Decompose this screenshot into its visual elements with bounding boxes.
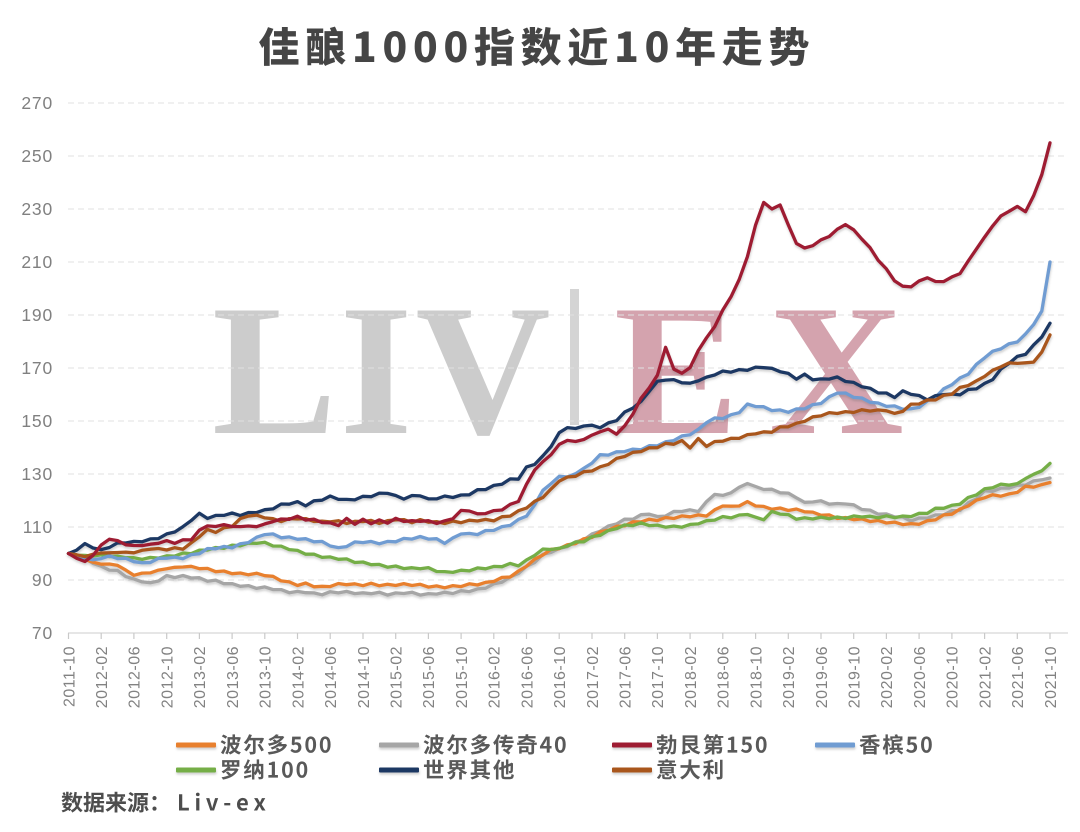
svg-text:2012-10: 2012-10: [160, 646, 177, 708]
svg-text:2017-02: 2017-02: [585, 646, 602, 708]
svg-text:2021-02: 2021-02: [977, 646, 994, 708]
svg-text:2019-02: 2019-02: [781, 646, 798, 708]
svg-text:2013-10: 2013-10: [258, 646, 275, 708]
svg-text:2019-06: 2019-06: [814, 646, 831, 708]
svg-text:2015-02: 2015-02: [389, 646, 406, 708]
svg-text:270: 270: [21, 93, 53, 113]
svg-text:2019-10: 2019-10: [847, 646, 864, 708]
svg-text:90: 90: [32, 570, 53, 590]
svg-text:LIV: LIV: [212, 267, 554, 474]
svg-text:170: 170: [21, 358, 53, 378]
svg-text:2016-06: 2016-06: [519, 646, 536, 708]
svg-text:2021-10: 2021-10: [1043, 646, 1060, 708]
svg-text:210: 210: [21, 252, 53, 272]
svg-text:190: 190: [21, 305, 53, 325]
svg-text:2014-10: 2014-10: [356, 646, 373, 708]
svg-text:2018-02: 2018-02: [683, 646, 700, 708]
svg-text:2014-02: 2014-02: [290, 646, 307, 708]
svg-text:2011-10: 2011-10: [61, 646, 78, 707]
svg-text:2017-10: 2017-10: [650, 646, 667, 708]
svg-text:250: 250: [21, 146, 53, 166]
svg-text:70: 70: [32, 623, 53, 643]
svg-text:2020-06: 2020-06: [912, 646, 929, 708]
svg-text:EX: EX: [614, 267, 934, 474]
svg-text:2012-06: 2012-06: [127, 646, 144, 708]
svg-text:150: 150: [21, 411, 53, 431]
svg-text:2015-06: 2015-06: [421, 646, 438, 708]
svg-text:2014-06: 2014-06: [323, 646, 340, 708]
svg-text:110: 110: [23, 517, 53, 537]
svg-text:2017-06: 2017-06: [618, 646, 635, 708]
svg-text:2020-10: 2020-10: [945, 646, 962, 708]
svg-text:230: 230: [21, 199, 53, 219]
svg-text:2013-02: 2013-02: [192, 646, 209, 708]
svg-text:130: 130: [21, 464, 53, 484]
svg-text:2016-02: 2016-02: [487, 646, 504, 708]
svg-text:2020-02: 2020-02: [879, 646, 896, 708]
svg-text:2021-06: 2021-06: [1010, 646, 1027, 708]
svg-text:2016-10: 2016-10: [552, 646, 569, 708]
svg-text:2018-10: 2018-10: [748, 646, 765, 708]
svg-text:2018-06: 2018-06: [716, 646, 733, 708]
svg-text:2012-02: 2012-02: [94, 646, 111, 708]
svg-text:2015-10: 2015-10: [454, 646, 471, 708]
svg-text:2013-06: 2013-06: [225, 646, 242, 708]
